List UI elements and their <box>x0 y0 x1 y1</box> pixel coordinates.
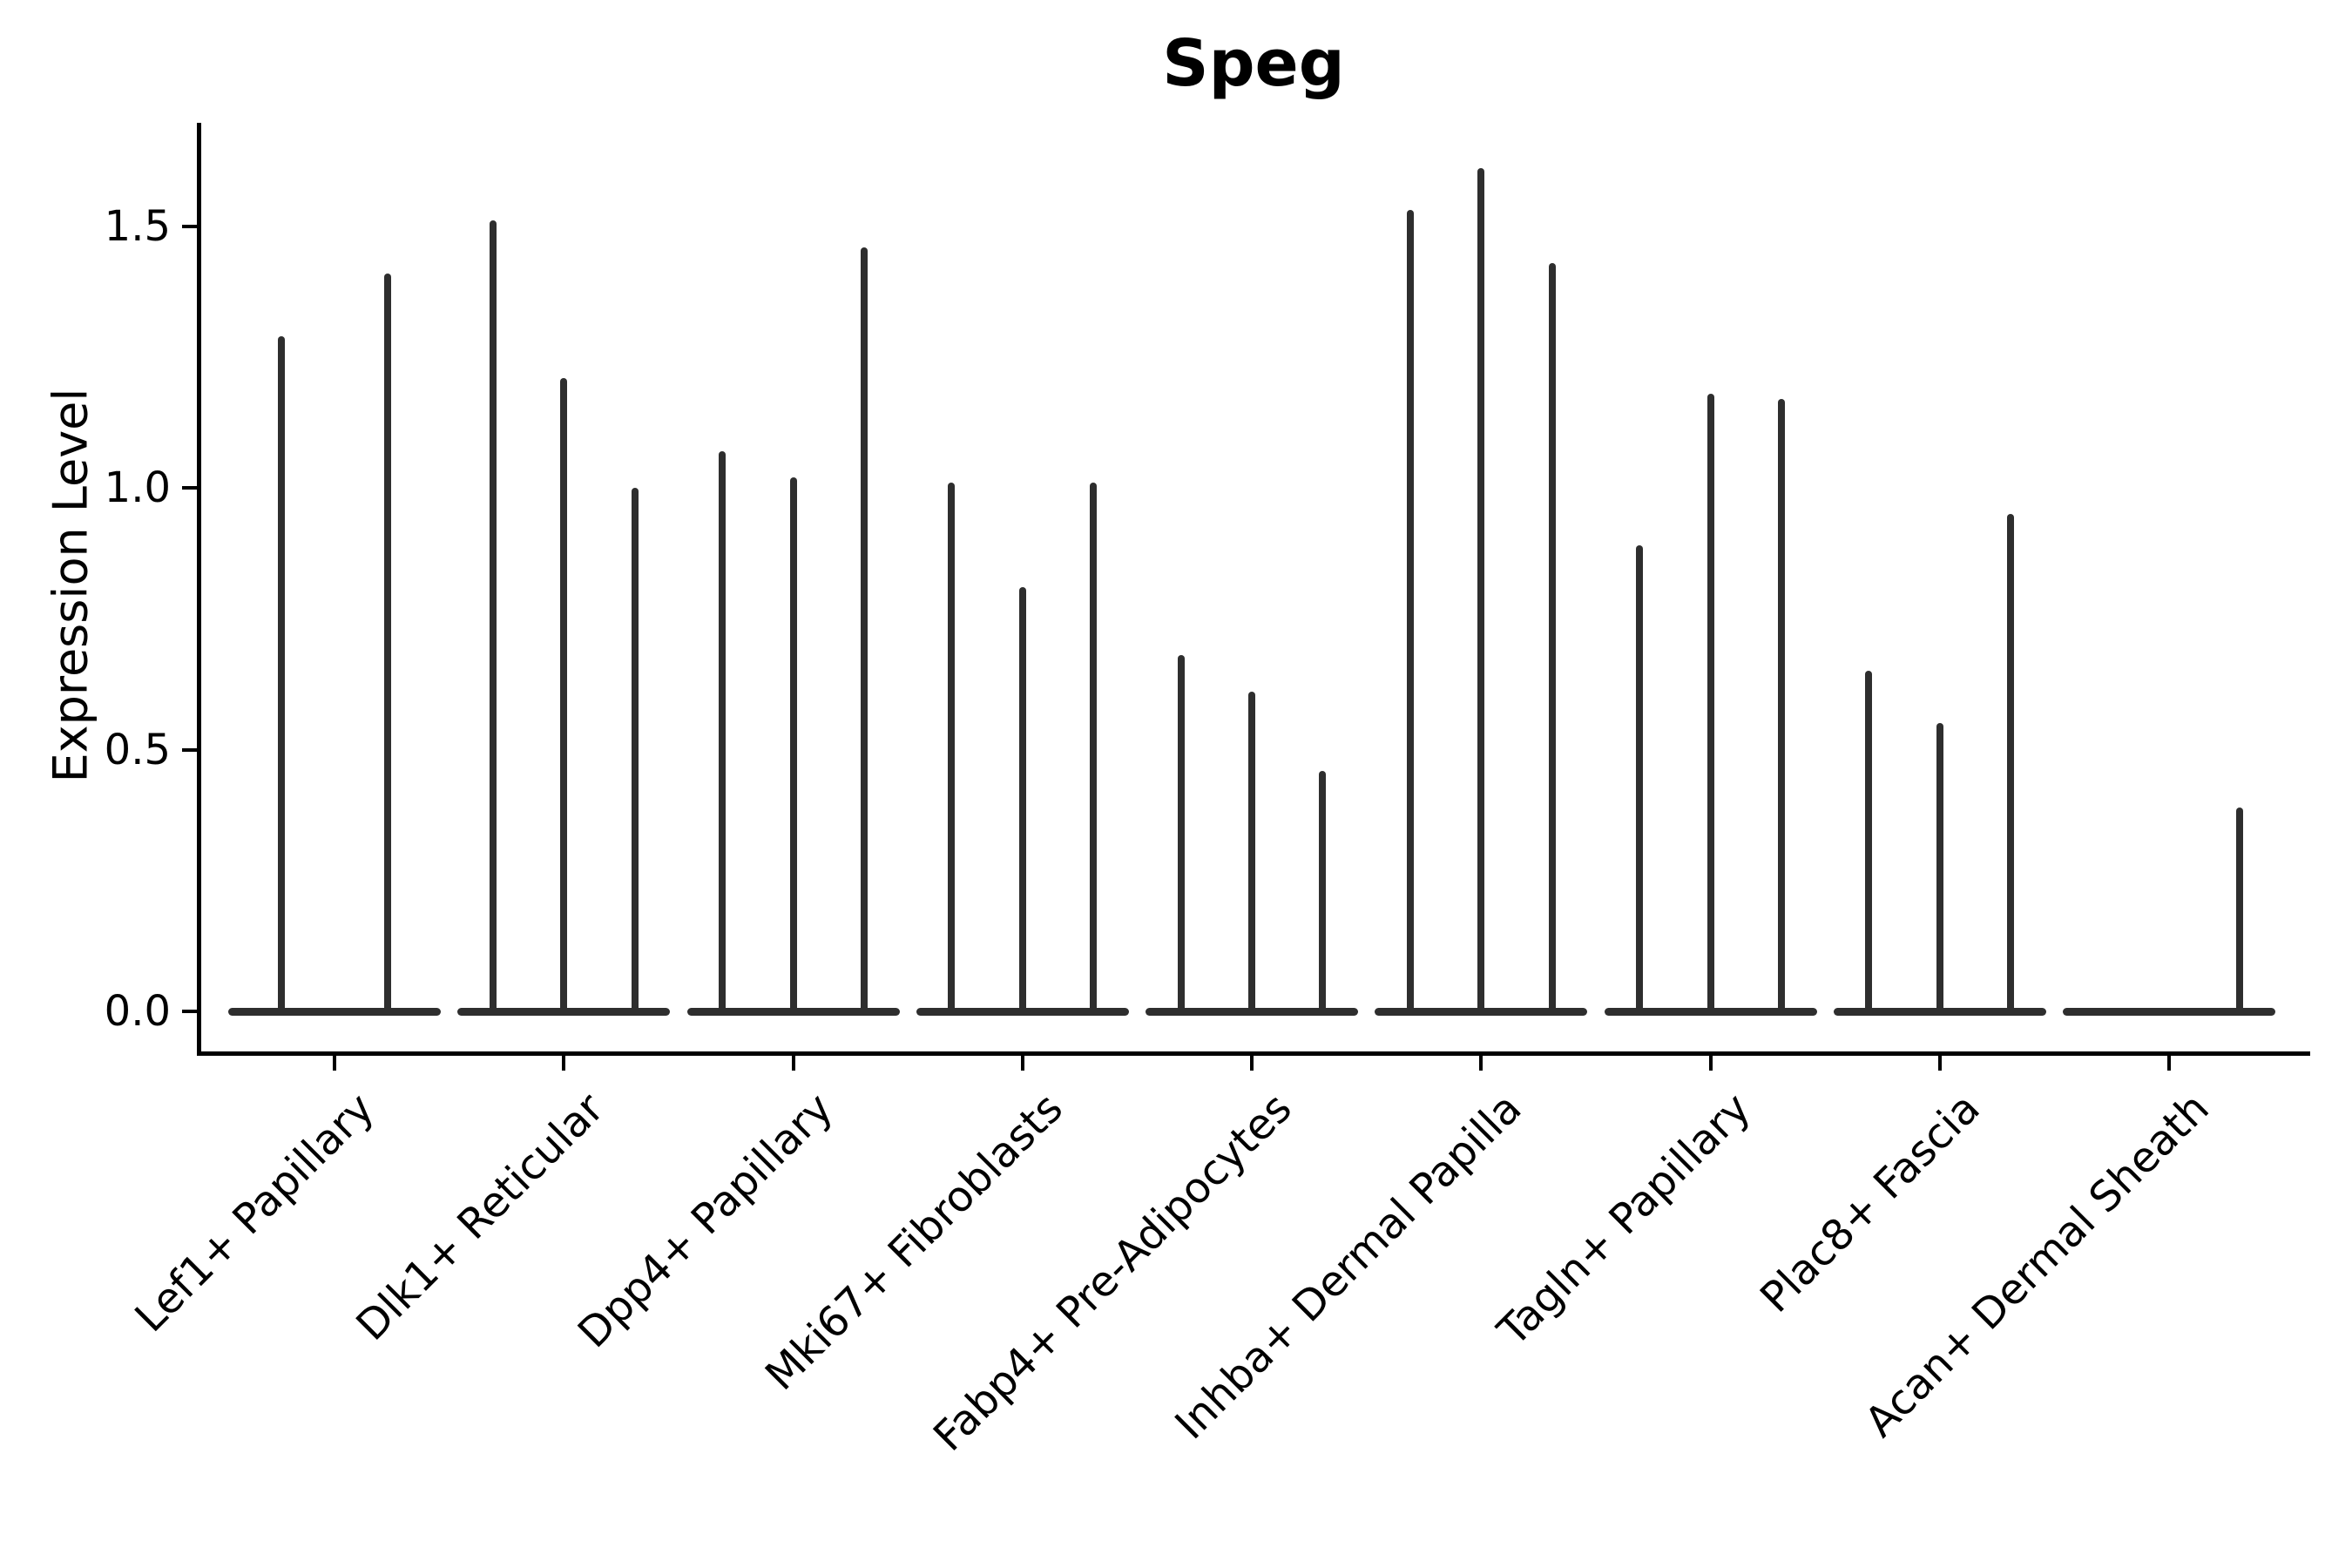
y-tick-mark <box>182 1010 197 1013</box>
violin-spike <box>384 273 391 1013</box>
y-tick-mark <box>182 486 197 490</box>
x-tick-mark <box>562 1056 566 1071</box>
violin-spike <box>2007 514 2015 1013</box>
x-axis-spine <box>197 1051 2310 1056</box>
violin-spike <box>1477 168 1485 1013</box>
violin-spike <box>489 220 497 1013</box>
violin-spike <box>1090 482 1098 1013</box>
y-tick-mark <box>182 224 197 228</box>
x-tick-mark <box>791 1056 795 1071</box>
violin-spike <box>631 488 639 1013</box>
y-axis-spine <box>197 123 201 1056</box>
x-tick-mark <box>333 1056 336 1071</box>
x-tick-label: Dpp4+ Papillary <box>569 1084 843 1358</box>
violin-spike <box>1707 393 1714 1013</box>
x-tick-mark <box>1479 1056 1484 1071</box>
violin-spike <box>1865 671 1873 1013</box>
x-tick-mark <box>1250 1056 1254 1071</box>
x-tick-label: Tagln+ Papillary <box>1488 1084 1761 1355</box>
y-tick-label: 1.5 <box>104 201 171 251</box>
violin-spike <box>2236 807 2244 1013</box>
violin-spike <box>719 450 727 1013</box>
violin-spike <box>1177 655 1185 1013</box>
violin-spike <box>1406 210 1414 1013</box>
violin-spike <box>1248 692 1255 1013</box>
x-tick-label: Plac8+ Fascia <box>1750 1084 1990 1322</box>
x-tick-label: Dlk1+ Reticular <box>347 1084 614 1350</box>
violin-spike <box>948 482 956 1013</box>
violin-spike <box>1636 545 1644 1013</box>
y-axis-label: Expression Level <box>43 388 98 783</box>
x-tick-mark <box>1708 1056 1713 1071</box>
violin-baseline <box>2063 1008 2275 1016</box>
violin-spike <box>1936 723 1943 1013</box>
x-tick-label: Lef1+ Papillary <box>125 1084 384 1342</box>
violin-spike <box>278 335 285 1013</box>
violin-spike <box>1319 770 1327 1013</box>
y-tick-mark <box>182 747 197 752</box>
x-tick-mark <box>1937 1056 1942 1071</box>
y-tick-label: 0.5 <box>104 725 171 774</box>
y-tick-label: 1.0 <box>104 463 171 512</box>
x-tick-mark <box>2167 1056 2171 1071</box>
violin-spike <box>789 476 797 1013</box>
y-tick-label: 0.0 <box>104 987 171 1036</box>
x-tick-mark <box>1020 1056 1024 1071</box>
violin-spike <box>1548 262 1556 1013</box>
plot-title: Speg <box>1162 26 1345 101</box>
violin-spike <box>560 377 568 1013</box>
violin-spike <box>1018 587 1026 1013</box>
violin-baseline <box>228 1008 441 1016</box>
violin-spike <box>860 247 868 1013</box>
violin-spike <box>1777 398 1785 1013</box>
